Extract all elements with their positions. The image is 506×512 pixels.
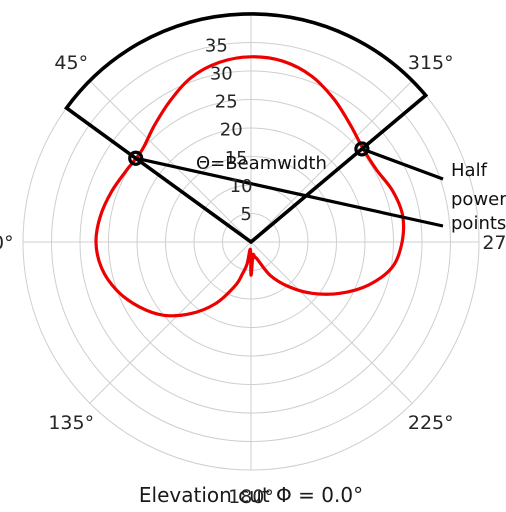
half-power-pointer <box>135 156 444 228</box>
theta-tick-label: 135° <box>48 412 94 434</box>
r-tick-label: 30 <box>210 64 233 85</box>
half-power-label-line-3: points <box>451 213 506 234</box>
radiation-pattern-layer <box>94 55 406 318</box>
r-tick-label: 5 <box>240 204 251 225</box>
r-tick-label: 10 <box>230 176 253 197</box>
theta-tick-label: 270° <box>482 232 506 254</box>
chart-title: Elevation cut Φ = 0.0° <box>139 483 363 507</box>
theta-tick-label: 225° <box>408 412 454 434</box>
half-power-marker <box>354 141 370 157</box>
beamwidth-annotation: Θ=Beamwidth <box>196 153 327 174</box>
r-tick-label: 35 <box>205 36 228 57</box>
half-power-pointer <box>361 147 444 181</box>
theta-tick-label: 45° <box>54 52 88 74</box>
theta-gridline <box>250 80 413 243</box>
theta-gridline <box>89 241 252 404</box>
beam-sector-layer <box>63 12 444 245</box>
r-tick-label: 25 <box>215 92 238 113</box>
half-power-label-line-2: power <box>451 189 506 210</box>
theta-gridline <box>89 80 252 243</box>
r-tick-label: 20 <box>220 120 243 141</box>
r-tick-label: 15 <box>225 148 248 169</box>
pattern-line <box>94 55 406 318</box>
theta-gridline <box>250 241 413 404</box>
theta-tick-label: 90° <box>0 232 14 254</box>
theta-tick-label: 180° <box>228 486 274 508</box>
beamwidth-sector <box>63 12 429 245</box>
theta-tick-label: 315° <box>408 52 454 74</box>
half-power-label-line-1: Half <box>451 160 488 181</box>
